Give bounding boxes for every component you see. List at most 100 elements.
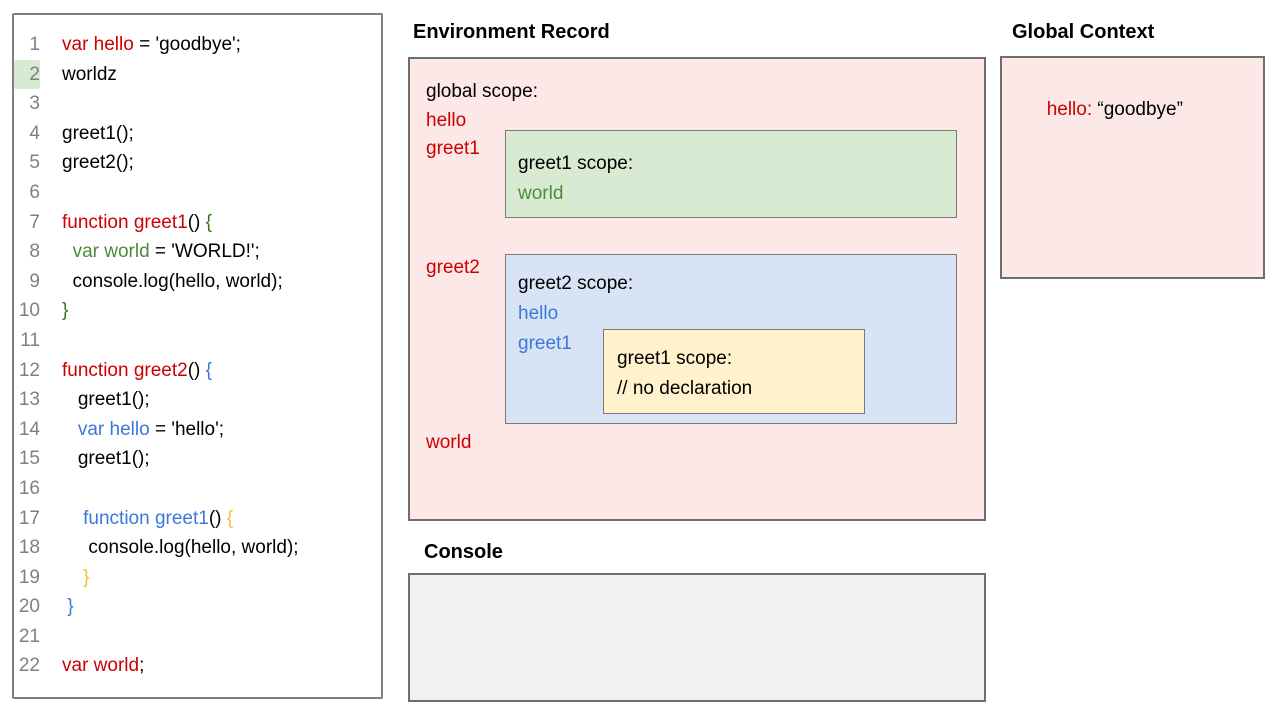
line-number: 22 [18,655,40,677]
code-segment [62,419,78,440]
code-line: 15 greet1(); [14,444,381,474]
console-title: Console [424,541,503,563]
line-number: 1 [29,34,40,55]
code-segment: greet1(); [62,122,134,144]
code-text: greet1(); [62,385,150,415]
environment-record-title: Environment Record [413,21,610,43]
code-line: 9 console.log(hello, world); [14,267,381,297]
code-line: 11 [14,326,381,356]
code-segment: var hello [62,34,134,55]
code-line: 6 [14,178,381,208]
code-text: var hello = 'goodbye'; [62,30,241,60]
code-segment: var world [62,655,140,677]
code-line: 16 [14,474,381,504]
code-segment: var world [72,241,150,263]
line-number: 20 [18,596,40,618]
code-text: function greet1() { [62,504,233,534]
line-number: 4 [29,122,40,144]
code-lines: 1 var hello = 'goodbye'; 2 worldz 3 4 greet1()… [14,30,381,681]
code-segment: = 'goodbye'; [133,34,241,55]
code-panel: 1 var hello = 'goodbye'; 2 worldz 3 4 greet1()… [12,13,383,699]
code-segment: function greet2 [62,359,188,381]
line-number: 19 [18,566,40,588]
code-text: function greet2() { [62,356,212,386]
code-segment [62,241,73,262]
code-text: } [62,592,74,622]
global-var-world: world [426,432,472,453]
code-segment: function greet1 [62,211,188,233]
line-number: 2 [14,59,40,90]
code-line: 2 worldz [14,59,381,90]
code-text: } [62,563,89,593]
greet2-scope-box: greet2 scope: hello greet1 greet1 scope:… [505,254,957,424]
greet2-scope-label: greet2 scope: [518,273,634,294]
line-number: 11 [20,329,40,351]
global-context-entry-value: “goodbye” [1092,99,1183,120]
code-segment: = 'WORLD!'; [149,241,260,263]
code-segment: () [187,211,206,233]
code-segment: } [83,566,90,588]
code-segment: ; [139,655,145,677]
environment-record-panel: global scope: hello greet1 greet2 world … [408,57,986,521]
code-line: 7 function greet1() { [14,208,381,238]
code-segment: { [226,507,234,529]
code-segment: greet1(); [62,389,150,411]
code-line: 21 [14,622,381,652]
console-panel [408,573,986,702]
line-number: 5 [29,152,40,174]
line-number: 18 [18,537,40,559]
nested-greet1-scope-label: greet1 scope: [617,348,733,369]
line-number: 8 [29,241,40,263]
greet1-scope-box: greet1 scope: world [505,130,957,218]
global-var-greet2: greet2 [426,257,480,278]
code-segment: console.log(hello, world); [62,537,299,559]
greet2-scope-var-greet1: greet1 [518,333,572,354]
code-text: worldz [62,60,117,90]
code-segment: worldz [62,63,117,85]
code-text: function greet1() { [62,208,212,238]
code-segment: greet1(); [62,448,150,470]
code-segment: } [67,596,74,618]
code-line: 4 greet1(); [14,119,381,149]
code-segment: () [187,359,206,381]
line-number: 7 [29,211,40,233]
code-segment [62,508,83,529]
code-segment: function greet1 [83,507,209,529]
line-number: 15 [18,448,40,470]
code-line: 1 var hello = 'goodbye'; [14,30,381,60]
code-line: 20 } [14,592,381,622]
line-number: 10 [18,300,40,322]
code-text: console.log(hello, world); [62,533,299,563]
code-line: 14 var hello = 'hello'; [14,415,381,445]
code-segment: () [208,507,227,529]
global-context-title: Global Context [1012,21,1155,43]
code-line: 8 var world = 'WORLD!'; [14,237,381,267]
code-text: var hello = 'hello'; [62,415,224,445]
code-line: 3 [14,89,381,119]
code-text: greet1(); [62,444,150,474]
code-segment: var hello [77,418,150,440]
global-context-panel: hello: “goodbye” [1000,56,1265,279]
code-segment: greet2(); [62,152,134,174]
line-number: 12 [18,359,40,381]
code-line: 19 } [14,563,381,593]
global-context-entry-key: hello: [1046,99,1093,120]
code-line: 18 console.log(hello, world); [14,533,381,563]
code-line: 5 greet2(); [14,148,381,178]
greet2-scope-var-hello: hello [518,303,559,324]
line-number: 17 [18,507,40,529]
line-number: 16 [18,477,40,499]
code-text: } [62,296,68,326]
global-context-entry: hello: “goodbye” [1015,77,1183,143]
no-declaration-comment: // no declaration [617,378,753,399]
nested-greet1-scope-box: greet1 scope: // no declaration [603,329,865,414]
greet1-scope-var-world: world [518,183,564,204]
line-number: 9 [29,270,40,292]
global-var-greet1: greet1 [426,138,480,159]
code-text: console.log(hello, world); [62,267,283,297]
line-number: 6 [29,181,40,203]
line-number: 13 [18,389,40,411]
code-segment: { [205,359,212,381]
code-segment: } [62,300,69,322]
